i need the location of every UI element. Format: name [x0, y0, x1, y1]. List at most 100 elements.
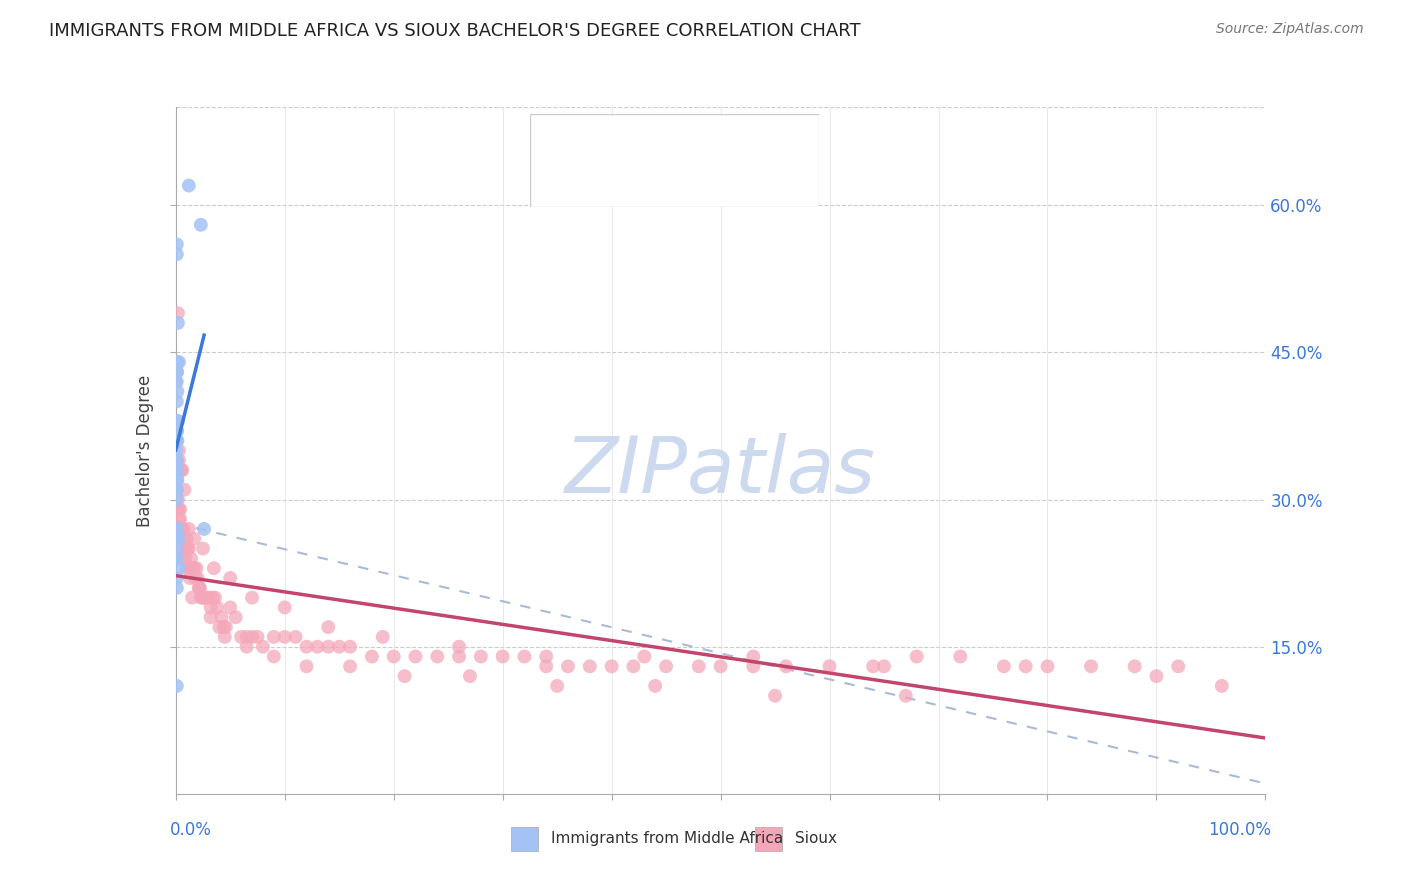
- Point: [166, 424, 188, 438]
- Point: [1167, 659, 1189, 673]
- Point: [166, 355, 188, 369]
- Point: [470, 649, 492, 664]
- Point: [993, 659, 1015, 673]
- Point: [166, 551, 188, 566]
- Point: [873, 659, 896, 673]
- Point: [1123, 659, 1146, 673]
- Point: [240, 630, 263, 644]
- Point: [176, 541, 198, 556]
- Point: [172, 551, 194, 566]
- Point: [166, 502, 188, 516]
- Point: [195, 591, 218, 605]
- Text: ZIPatlas: ZIPatlas: [565, 433, 876, 509]
- Point: [202, 561, 225, 575]
- Point: [166, 434, 188, 448]
- Text: IMMIGRANTS FROM MIDDLE AFRICA VS SIOUX BACHELOR'S DEGREE CORRELATION CHART: IMMIGRANTS FROM MIDDLE AFRICA VS SIOUX B…: [49, 22, 860, 40]
- Point: [688, 659, 710, 673]
- Point: [263, 630, 285, 644]
- Point: [894, 689, 917, 703]
- Point: [447, 640, 470, 654]
- Point: [181, 561, 204, 575]
- Point: [644, 679, 666, 693]
- Point: [165, 375, 187, 389]
- Point: [176, 561, 198, 575]
- Y-axis label: Bachelor's Degree: Bachelor's Degree: [136, 375, 155, 526]
- Point: [167, 532, 190, 546]
- Point: [188, 581, 211, 595]
- Point: [167, 316, 190, 330]
- Point: [655, 659, 678, 673]
- Point: [166, 414, 188, 428]
- Point: [166, 424, 188, 438]
- Point: [295, 659, 318, 673]
- Point: [167, 502, 190, 516]
- Point: [166, 365, 188, 379]
- Point: [225, 610, 247, 624]
- Text: 0.0%: 0.0%: [170, 822, 212, 839]
- Point: [219, 600, 242, 615]
- Point: [763, 689, 786, 703]
- Point: [166, 571, 188, 585]
- Point: [179, 561, 201, 575]
- Point: [263, 649, 285, 664]
- Point: [186, 571, 209, 585]
- Point: [166, 434, 188, 448]
- Text: 100.0%: 100.0%: [1208, 822, 1271, 839]
- Point: [172, 532, 194, 546]
- Point: [546, 679, 568, 693]
- Point: [169, 502, 191, 516]
- Point: [170, 522, 193, 536]
- Point: [231, 630, 253, 644]
- Point: [339, 640, 361, 654]
- Point: [492, 649, 515, 664]
- Point: [862, 659, 884, 673]
- Point: [166, 355, 188, 369]
- Point: [170, 463, 193, 477]
- Point: [166, 522, 188, 536]
- Point: [818, 659, 841, 673]
- Point: [212, 620, 235, 634]
- Point: [166, 424, 188, 438]
- Point: [166, 453, 188, 467]
- Point: [426, 649, 449, 664]
- Point: [186, 561, 208, 575]
- Point: [219, 571, 242, 585]
- Point: [166, 394, 188, 409]
- Point: [274, 600, 297, 615]
- Point: [166, 473, 188, 487]
- Point: [1015, 659, 1038, 673]
- Point: [172, 522, 194, 536]
- Point: [235, 630, 257, 644]
- Point: [167, 492, 190, 507]
- Point: [197, 591, 219, 605]
- Point: [167, 306, 190, 320]
- Point: [775, 659, 797, 673]
- Point: [1036, 659, 1059, 673]
- Point: [633, 649, 655, 664]
- Point: [1080, 659, 1102, 673]
- Point: [208, 620, 231, 634]
- Point: [191, 591, 214, 605]
- Point: [190, 591, 212, 605]
- Point: [240, 591, 263, 605]
- Point: [166, 247, 188, 261]
- Point: [252, 640, 274, 654]
- Text: Source: ZipAtlas.com: Source: ZipAtlas.com: [1216, 22, 1364, 37]
- Point: [166, 365, 188, 379]
- Point: [169, 512, 191, 526]
- Point: [167, 443, 190, 458]
- Point: [458, 669, 481, 683]
- Point: [184, 571, 207, 585]
- Point: [167, 512, 190, 526]
- Point: [394, 669, 416, 683]
- Point: [167, 561, 190, 575]
- Point: [295, 640, 318, 654]
- Point: [200, 600, 222, 615]
- Point: [742, 649, 765, 664]
- Point: [534, 659, 557, 673]
- Point: [166, 237, 188, 252]
- Point: [360, 649, 382, 664]
- Point: [181, 591, 204, 605]
- Point: [193, 591, 215, 605]
- Point: [201, 591, 224, 605]
